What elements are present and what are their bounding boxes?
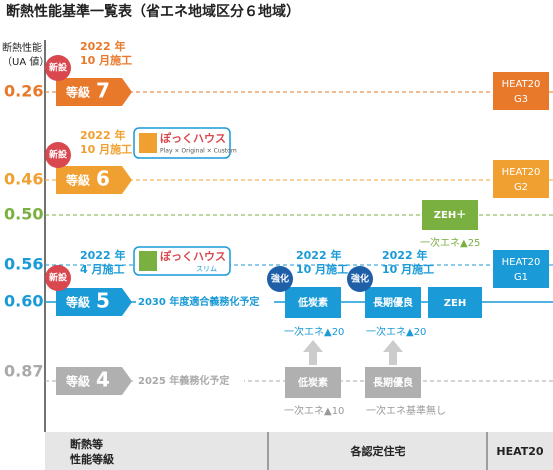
up-arrow <box>303 340 323 365</box>
logo-sub: スリム <box>196 265 217 273</box>
logo-sub: Play × Original × Custom <box>160 148 237 155</box>
axis-label: （UA 値） <box>2 55 49 68</box>
cert-box <box>365 287 421 318</box>
heat20-grade: G2 <box>514 182 528 193</box>
ua-value: 0.26 <box>4 82 43 101</box>
new-badge-label: 新設 <box>49 62 68 74</box>
footer-label: 性能等級 <box>70 452 114 466</box>
enhanced-badge <box>347 266 373 292</box>
logo-box <box>133 246 231 276</box>
new-badge <box>45 55 71 81</box>
heat20-label: HEAT20 <box>502 257 541 268</box>
title: 断熱性能基準一覧表（省エネ地域区分６地域） <box>6 3 300 20</box>
grade-arrow <box>56 78 132 106</box>
grade-arrow <box>56 288 132 316</box>
footer-label: 断熱等 <box>70 437 103 451</box>
note: 2022 年 <box>382 248 427 262</box>
up-arrow <box>383 340 403 365</box>
grade-label: 等級 <box>65 173 90 188</box>
logo-box <box>133 127 231 159</box>
cert-label: 低炭素 <box>297 296 328 309</box>
note: 10 月施工 <box>382 262 434 276</box>
cert-box <box>285 287 341 318</box>
enhanced-label: 強化 <box>271 273 289 285</box>
grade-number: 7 <box>96 79 110 103</box>
heat20-box <box>493 72 549 110</box>
label-bg <box>136 373 244 389</box>
cert-note: 一次エネ▲20 <box>284 325 344 338</box>
cert-note: 一次エネ▲20 <box>366 325 426 338</box>
ua-value: 0.87 <box>4 362 43 381</box>
grade-number: 6 <box>96 167 110 191</box>
footer <box>45 432 553 470</box>
zeh-plus-label: ZEH＋ <box>434 209 466 221</box>
footer-label: 各認定住宅 <box>350 444 406 458</box>
ua-value: 0.56 <box>4 255 43 274</box>
note: 4 月施工 <box>80 262 124 276</box>
footer-label: HEAT20 <box>496 445 544 458</box>
new-badge-label: 新設 <box>49 149 68 161</box>
enhanced-label: 強化 <box>351 273 369 285</box>
heat20-label: HEAT20 <box>502 167 541 178</box>
grade-number: 4 <box>96 368 110 392</box>
zeh-plus-box <box>422 200 478 230</box>
cert-label: ZEH <box>444 298 466 309</box>
note: 10 月施工 <box>80 53 132 67</box>
logo-icon <box>139 133 157 153</box>
ua-value: 0.46 <box>4 170 43 189</box>
grade-label: 等級 <box>65 85 90 100</box>
enhanced-badge <box>267 266 293 292</box>
axis-label: 断熱性能 <box>2 41 42 54</box>
cert-note: 一次エネ基準無し <box>366 404 446 417</box>
heat20-label: HEAT20 <box>502 79 541 90</box>
new-badge <box>45 265 71 291</box>
heat20-grade: G1 <box>514 272 528 283</box>
zeh-plus-note: 一次エネ▲25 <box>420 236 480 249</box>
cert-note: 一次エネ▲10 <box>284 404 344 417</box>
cert-box <box>365 367 421 398</box>
logo-icon <box>139 251 157 271</box>
grade-arrow <box>56 166 132 194</box>
cert-label: 低炭素 <box>297 376 328 389</box>
label-bg <box>136 294 274 310</box>
note: 2022 年 <box>80 39 125 53</box>
note: 10 月施工 <box>296 262 348 276</box>
cert-box <box>285 367 341 398</box>
ua-value: 0.60 <box>4 292 43 311</box>
cert-box <box>428 287 482 318</box>
schedule: 2025 年義務化予定 <box>138 374 229 387</box>
grade-number: 5 <box>96 289 110 313</box>
note: 2022 年 <box>80 248 125 262</box>
grade-label: 等級 <box>65 295 90 310</box>
note: 2022 年 <box>80 128 125 142</box>
note: 10 月施工 <box>80 142 132 156</box>
new-badge-label: 新設 <box>49 272 68 284</box>
grade-label: 等級 <box>65 374 90 389</box>
heat20-box <box>493 160 549 198</box>
logo-name: ぽっくハウス <box>160 249 226 263</box>
ua-value: 0.50 <box>4 205 43 224</box>
grade-arrow <box>56 367 132 395</box>
schedule: 2030 年度適合義務化予定 <box>138 295 259 308</box>
heat20-box <box>493 250 549 288</box>
logo-name: ぽっくハウス <box>160 131 226 145</box>
cert-label: 長期優良 <box>373 296 413 309</box>
heat20-grade: G3 <box>514 94 528 105</box>
new-badge <box>45 142 71 168</box>
cert-label: 長期優良 <box>373 376 413 389</box>
note: 2022 年 <box>296 248 341 262</box>
